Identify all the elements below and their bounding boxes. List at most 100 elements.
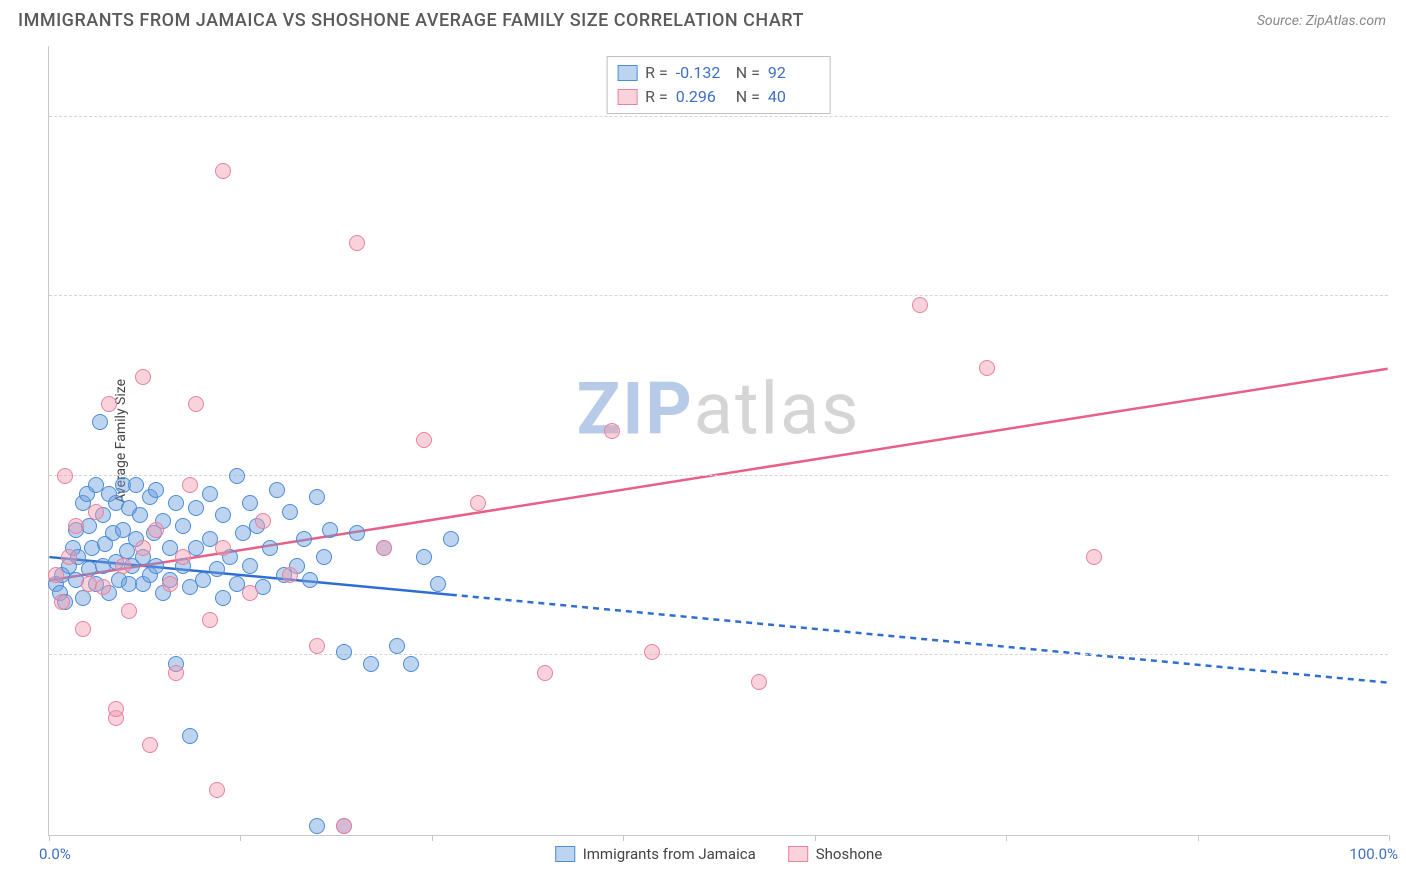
data-point <box>215 163 231 179</box>
data-point <box>644 644 660 660</box>
data-point <box>269 482 285 498</box>
data-point <box>209 561 225 577</box>
r-value-a: -0.132 <box>676 61 728 85</box>
data-point <box>182 728 198 744</box>
data-point <box>363 656 379 672</box>
data-point <box>68 518 84 534</box>
data-point <box>229 468 245 484</box>
data-point <box>162 576 178 592</box>
data-point <box>470 495 486 511</box>
data-point <box>101 396 117 412</box>
legend-swatch-b-icon <box>788 846 808 862</box>
xtick <box>432 835 433 841</box>
data-point <box>255 513 271 529</box>
data-point <box>202 486 218 502</box>
n-label: N = <box>736 61 760 85</box>
data-point <box>148 482 164 498</box>
data-point <box>416 549 432 565</box>
gridline <box>49 475 1388 476</box>
xtick <box>623 835 624 841</box>
data-point <box>389 638 405 654</box>
swatch-b-icon <box>617 89 637 105</box>
data-point <box>57 468 73 484</box>
gridline <box>49 116 1388 117</box>
legend-swatch-a-icon <box>555 846 575 862</box>
data-point <box>195 572 211 588</box>
stats-row-a: R = -0.132 N = 92 <box>617 61 820 85</box>
data-point <box>403 656 419 672</box>
data-point <box>135 540 151 556</box>
data-point <box>95 579 111 595</box>
data-point <box>142 737 158 753</box>
ytick-label: 3.00 <box>1394 646 1406 664</box>
legend-item-a: Immigrants from Jamaica <box>555 845 756 863</box>
n-label-2: N = <box>736 85 760 109</box>
data-point <box>209 782 225 798</box>
data-point <box>54 594 70 610</box>
gridline <box>49 295 1388 296</box>
legend-label-b: Shoshone <box>816 845 883 863</box>
xtick <box>815 835 816 841</box>
data-point <box>912 297 928 313</box>
data-point <box>282 504 298 520</box>
data-point <box>92 414 108 430</box>
data-point <box>316 549 332 565</box>
data-point <box>215 540 231 556</box>
data-point <box>48 567 64 583</box>
data-point <box>979 360 995 376</box>
n-value-a: 92 <box>768 61 820 85</box>
data-point <box>416 432 432 448</box>
data-point <box>128 477 144 493</box>
data-point <box>242 495 258 511</box>
data-point <box>188 500 204 516</box>
data-point <box>175 518 191 534</box>
data-point <box>537 665 553 681</box>
xtick <box>1198 835 1199 841</box>
ytick-label: 6.00 <box>1394 108 1406 126</box>
data-point <box>61 549 77 565</box>
ytick-label: 5.00 <box>1394 287 1406 305</box>
stats-legend: R = -0.132 N = 92 R = 0.296 N = 40 <box>606 56 831 114</box>
legend-item-b: Shoshone <box>788 845 883 863</box>
gridline <box>49 654 1388 655</box>
data-point <box>242 558 258 574</box>
xtick <box>1006 835 1007 841</box>
source-label: Source: ZipAtlas.com <box>1257 13 1386 29</box>
data-point <box>182 477 198 493</box>
xtick <box>49 835 50 841</box>
x-max-label: 100.0% <box>1349 845 1398 863</box>
data-point <box>430 576 446 592</box>
data-point <box>262 540 278 556</box>
bottom-legend: Immigrants from Jamaica Shoshone <box>555 845 883 863</box>
data-point <box>443 531 459 547</box>
data-point <box>135 369 151 385</box>
data-point <box>349 525 365 541</box>
ytick-label: 4.00 <box>1394 467 1406 485</box>
data-point <box>75 590 91 606</box>
data-point <box>309 638 325 654</box>
data-point <box>121 603 137 619</box>
xtick <box>240 835 241 841</box>
data-point <box>115 558 131 574</box>
data-point <box>168 665 184 681</box>
data-point <box>175 549 191 565</box>
data-point <box>296 531 312 547</box>
xtick <box>1389 835 1390 841</box>
data-point <box>309 818 325 834</box>
r-label: R = <box>645 61 668 85</box>
data-point <box>604 423 620 439</box>
chart-plot-area: Average Family Size ZIPatlas R = -0.132 … <box>48 46 1388 836</box>
stats-row-b: R = 0.296 N = 40 <box>617 85 820 109</box>
data-point <box>75 621 91 637</box>
data-point <box>309 489 325 505</box>
n-value-b: 40 <box>768 85 820 109</box>
data-point <box>349 235 365 251</box>
r-label-2: R = <box>645 85 668 109</box>
data-point <box>108 701 124 717</box>
data-point <box>148 558 164 574</box>
swatch-a-icon <box>617 65 637 81</box>
trend-lines <box>49 46 1388 835</box>
chart-title: IMMIGRANTS FROM JAMAICA VS SHOSHONE AVER… <box>18 10 804 31</box>
data-point <box>242 585 258 601</box>
data-point <box>202 612 218 628</box>
